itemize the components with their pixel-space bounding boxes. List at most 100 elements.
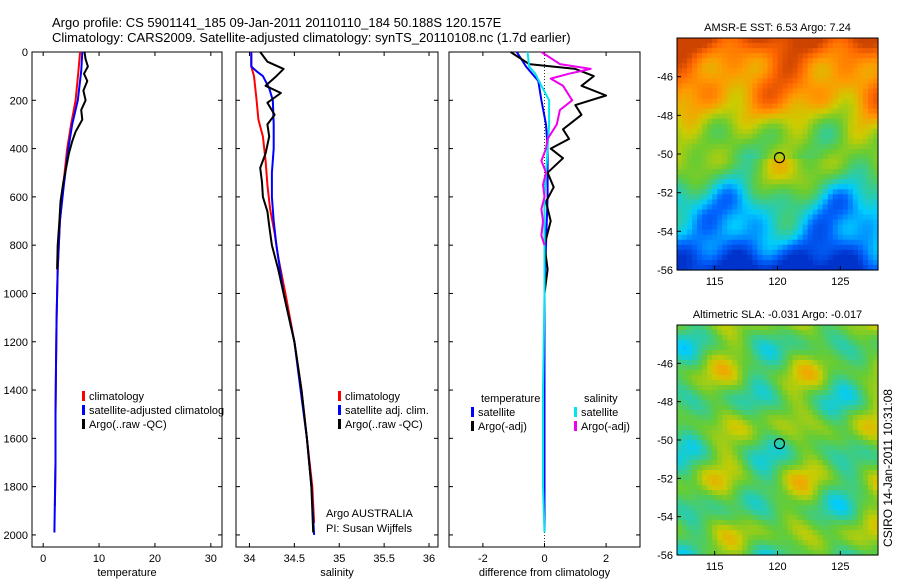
heatmap-cell — [762, 174, 769, 180]
heatmap-cell — [817, 490, 824, 496]
heatmap-cell — [702, 550, 708, 556]
heatmap-cell — [757, 360, 764, 366]
heatmap-cell — [712, 174, 718, 180]
heatmap-cell — [727, 98, 733, 105]
heatmap-cell — [807, 335, 814, 341]
heatmap-cell — [817, 159, 824, 165]
heatmap-cell — [742, 234, 748, 241]
heatmap-cell — [762, 395, 769, 401]
heatmap-cell — [742, 365, 748, 371]
heatmap-cell — [737, 128, 743, 135]
heatmap-cell — [727, 545, 733, 551]
heatmap-cell — [817, 495, 824, 501]
heatmap-cell — [812, 123, 819, 130]
heatmap-cell — [762, 138, 769, 145]
heatmap-cell — [862, 525, 869, 531]
heatmap-cell — [852, 415, 859, 421]
heatmap-cell — [797, 189, 804, 195]
heatmap-cell — [727, 83, 733, 90]
heatmap-cell — [757, 234, 764, 241]
heatmap-cell — [772, 435, 779, 441]
heatmap-cell — [762, 113, 769, 120]
heatmap-cell — [707, 209, 713, 216]
heatmap-cell — [782, 113, 789, 120]
heatmap-cell — [807, 219, 814, 226]
heatmap-cell — [717, 445, 723, 451]
heatmap-cell — [682, 264, 688, 271]
heatmap-cell — [757, 189, 764, 195]
heatmap-cell — [842, 440, 849, 446]
heatmap-cell — [702, 148, 708, 155]
heatmap-cell — [787, 68, 794, 74]
heatmap-cell — [857, 259, 864, 266]
heatmap-cell — [702, 264, 708, 271]
heatmap-cell — [787, 535, 794, 541]
heatmap-cell — [742, 455, 748, 461]
heatmap-cell — [782, 490, 789, 496]
heatmap-cell — [802, 254, 809, 261]
heatmap-cell — [822, 224, 829, 231]
heatmap-cell — [822, 360, 829, 366]
heatmap-cell — [797, 420, 804, 426]
heatmap-cell — [807, 43, 814, 49]
heatmap-cell — [862, 113, 869, 120]
heatmap-cell — [752, 435, 759, 441]
heatmap-cell — [732, 38, 738, 44]
heatmap-cell — [752, 143, 759, 150]
heatmap-cell — [807, 510, 814, 516]
heatmap-cell — [692, 48, 698, 54]
heatmap-cell — [837, 184, 844, 190]
heatmap-cell — [772, 335, 779, 341]
heatmap-cell — [797, 480, 804, 486]
heatmap-cell — [832, 540, 839, 546]
heatmap-cell — [722, 400, 728, 406]
heatmap-cell — [852, 174, 859, 180]
heatmap-cell — [857, 325, 864, 331]
heatmap-cell — [722, 118, 728, 125]
heatmap-cell — [797, 385, 804, 391]
heatmap-cell — [737, 340, 743, 346]
y-tick-label: 1800 — [4, 482, 28, 494]
heatmap-cell — [807, 330, 814, 336]
heatmap-cell — [842, 143, 849, 150]
heatmap-cell — [767, 360, 774, 366]
heatmap-cell — [692, 465, 698, 471]
heatmap-cell — [727, 113, 733, 120]
heatmap-cell — [702, 365, 708, 371]
heatmap-cell — [777, 355, 784, 361]
heatmap-cell — [717, 430, 723, 436]
heatmap-cell — [677, 340, 683, 346]
heatmap-cell — [827, 204, 834, 211]
heatmap-cell — [862, 138, 869, 145]
heatmap-cell — [727, 505, 733, 511]
heatmap-cell — [767, 123, 774, 130]
heatmap-cell — [787, 545, 794, 551]
heatmap-cell — [767, 515, 774, 521]
heatmap-cell — [677, 450, 683, 456]
heatmap-cell — [712, 48, 718, 54]
heatmap-cell — [802, 209, 809, 216]
heatmap-cell — [677, 460, 683, 466]
heatmap-cell — [737, 174, 743, 180]
heatmap-cell — [767, 510, 774, 516]
heatmap-cell — [767, 435, 774, 441]
heatmap-cell — [762, 83, 769, 90]
heatmap-cell — [767, 58, 774, 64]
heatmap-cell — [847, 510, 854, 516]
heatmap-cell — [802, 53, 809, 59]
heatmap-cell — [682, 525, 688, 531]
heatmap-cell — [692, 194, 698, 200]
heatmap-cell — [697, 244, 703, 251]
heatmap-cell — [722, 143, 728, 150]
heatmap-cell — [712, 330, 718, 336]
heatmap-cell — [697, 88, 703, 95]
heatmap-cell — [872, 68, 879, 74]
header-line-2: Climatology: CARS2009. Satellite-adjuste… — [52, 30, 571, 45]
heatmap-cell — [842, 480, 849, 486]
heatmap-cell — [782, 455, 789, 461]
heatmap-cell — [797, 98, 804, 105]
heatmap-cell — [857, 93, 864, 100]
heatmap-cell — [747, 169, 753, 175]
heatmap-cell — [837, 63, 844, 69]
heatmap-cell — [817, 113, 824, 120]
